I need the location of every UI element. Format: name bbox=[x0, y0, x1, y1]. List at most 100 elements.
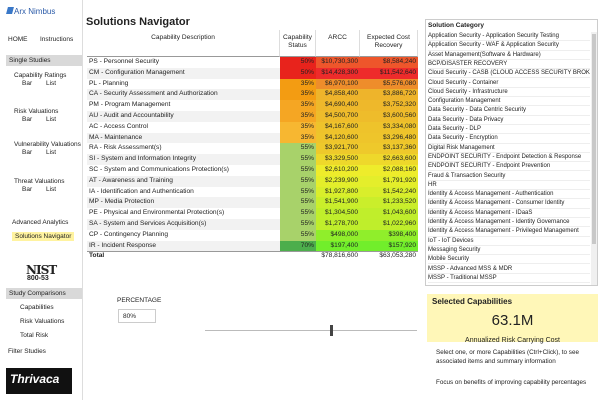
cost-recovery: $157,920 bbox=[360, 240, 418, 252]
nav-link[interactable]: Bar bbox=[22, 80, 33, 87]
capability: SA - System and Services Acquisition(s) bbox=[89, 220, 207, 227]
arcc: $4,120,600 bbox=[316, 132, 360, 144]
nav-link[interactable]: List bbox=[46, 186, 57, 193]
list-item[interactable]: Cloud Security - Infrastructure bbox=[428, 88, 590, 98]
list-item[interactable]: ENDPOINT SECURITY - Endpoint Prevention bbox=[428, 162, 590, 172]
arcc: $6,970,100 bbox=[316, 78, 360, 90]
list-item[interactable]: Mobile Security bbox=[428, 255, 590, 265]
slider-track[interactable] bbox=[205, 330, 417, 331]
list-item[interactable]: Messaging Security bbox=[428, 246, 590, 256]
list-item[interactable]: HR bbox=[428, 181, 590, 191]
nav-link[interactable]: Bar bbox=[22, 186, 33, 193]
table-row[interactable] bbox=[87, 132, 418, 144]
nav-link[interactable]: HOME bbox=[8, 36, 28, 43]
section[interactable]: Study Comparisons bbox=[6, 288, 82, 299]
status: 35% bbox=[280, 78, 316, 90]
table-row[interactable] bbox=[87, 154, 418, 165]
capability: SI - System and Information Integrity bbox=[89, 155, 197, 163]
selected-caption: Annualized Risk Carrying Cost bbox=[465, 337, 560, 344]
list-item[interactable]: Data Security - Encryption bbox=[428, 134, 590, 144]
list-item[interactable]: Data Security - Data Centric Security bbox=[428, 106, 590, 116]
list-item[interactable]: IoT - IoT Devices bbox=[428, 237, 590, 246]
arcc: $1,927,800 bbox=[316, 186, 360, 198]
table-row[interactable] bbox=[87, 197, 418, 209]
nav-link[interactable]: Bar bbox=[22, 116, 33, 123]
logo: Arx Nimbus bbox=[14, 7, 56, 16]
list-item[interactable]: MSSP - Traditional MSSP bbox=[428, 274, 590, 284]
nav-link[interactable]: Advanced Analytics bbox=[12, 219, 69, 226]
capability: MA - Maintenance bbox=[89, 133, 143, 141]
status: 35% bbox=[280, 132, 316, 144]
table-row[interactable] bbox=[87, 57, 418, 68]
nav-link[interactable]: Filter Studies bbox=[8, 348, 46, 355]
status: 55% bbox=[280, 219, 316, 230]
nav-link[interactable]: Risk Valuations bbox=[20, 318, 65, 325]
list-item[interactable]: BCP/DISASTER RECOVERY bbox=[428, 60, 590, 70]
status: 55% bbox=[280, 186, 316, 198]
list-item[interactable]: Digital Risk Management bbox=[428, 144, 590, 153]
list-item[interactable]: ENDPOINT SECURITY - Endpoint Detection &… bbox=[428, 153, 590, 163]
nav-link[interactable]: Instructions bbox=[40, 36, 74, 43]
list-item[interactable]: Asset Management(Software & Hardware) bbox=[428, 51, 590, 60]
list-item[interactable]: Identity & Access Management - Authentic… bbox=[428, 190, 590, 200]
capability: SC - System and Communications Protectio… bbox=[89, 166, 229, 173]
list-item[interactable]: Identity & Access Management - IDaaS bbox=[428, 209, 590, 218]
list-item[interactable]: MSSP - Advanced MSS & MDR bbox=[428, 265, 590, 274]
cost-recovery: $3,600,560 bbox=[360, 111, 418, 122]
list-item[interactable]: Data Security - DLP bbox=[428, 125, 590, 135]
scrollbar-thumb[interactable] bbox=[592, 34, 596, 244]
column-header: Capability Status bbox=[280, 30, 316, 57]
nav-link[interactable]: List bbox=[46, 116, 57, 123]
nav-group: Risk Valuations bbox=[14, 108, 59, 115]
nav-link[interactable]: Bar bbox=[22, 149, 33, 156]
list-item[interactable]: Fraud & Transaction Security bbox=[428, 172, 590, 181]
list-item[interactable]: Cloud Security - Container bbox=[428, 79, 590, 88]
nav-link[interactable]: Capabilities bbox=[20, 304, 54, 311]
brand-logo: Thrivaca bbox=[6, 368, 72, 394]
nav-link[interactable]: Total Risk bbox=[20, 332, 49, 339]
table-row[interactable] bbox=[87, 165, 418, 176]
table-row[interactable] bbox=[87, 67, 418, 79]
selected-title: Selected Capabilities bbox=[432, 297, 513, 306]
cost-recovery: $398,400 bbox=[360, 229, 418, 241]
list-item[interactable]: Configuration Management bbox=[428, 97, 590, 107]
table-row[interactable] bbox=[87, 121, 418, 133]
selected-value: 63.1M bbox=[491, 312, 534, 329]
arcc: $14,428,300 bbox=[316, 67, 360, 79]
nav-link[interactable]: Solutions Navigator bbox=[12, 232, 75, 241]
column-header: ARCC bbox=[316, 30, 360, 57]
capability: AC - Access Control bbox=[89, 122, 148, 130]
table-row[interactable] bbox=[87, 219, 418, 230]
list-item[interactable]: Identity & Access Management - Privilege… bbox=[428, 227, 590, 237]
arcc: $3,329,500 bbox=[316, 154, 360, 165]
table-row[interactable] bbox=[87, 78, 418, 90]
table-row[interactable] bbox=[87, 240, 418, 252]
list-item[interactable]: Data Security - Data Privacy bbox=[428, 116, 590, 125]
list-item[interactable]: Application Security - Application Secur… bbox=[428, 32, 590, 42]
slider-thumb[interactable] bbox=[330, 325, 333, 336]
status: 50% bbox=[280, 67, 316, 79]
table-row[interactable] bbox=[87, 208, 418, 219]
total-cell: $63,053,280 bbox=[379, 252, 416, 260]
table-row[interactable] bbox=[87, 186, 418, 198]
list-item[interactable]: Identity & Access Management - Consumer … bbox=[428, 199, 590, 209]
percentage-input[interactable]: 80% bbox=[118, 309, 156, 323]
arcc: $197,400 bbox=[316, 240, 360, 252]
table-row[interactable] bbox=[87, 100, 418, 111]
selected-note: Select one, or more Capabilities (Ctrl+C… bbox=[436, 349, 579, 365]
table-row[interactable] bbox=[87, 89, 418, 101]
cost-recovery: $1,542,240 bbox=[360, 186, 418, 198]
list-item[interactable]: Cloud Security - CASB (CLOUD ACCESS SECU… bbox=[428, 69, 590, 79]
table-row[interactable] bbox=[87, 111, 418, 122]
arcc: $2,610,200 bbox=[316, 165, 360, 176]
table-row[interactable] bbox=[87, 143, 418, 155]
category-list[interactable]: Solution Category Application Security - … bbox=[425, 19, 598, 286]
list-item[interactable]: Identity & Access Management - Identity … bbox=[428, 218, 590, 228]
nav-link[interactable]: List bbox=[46, 149, 57, 156]
section[interactable]: Single Studies bbox=[6, 55, 82, 66]
cost-recovery: $3,886,720 bbox=[360, 89, 418, 101]
table-row[interactable] bbox=[87, 175, 418, 187]
nav-link[interactable]: List bbox=[46, 80, 57, 87]
list-item[interactable]: Application Security - WAF & Application… bbox=[428, 41, 590, 51]
table-row[interactable] bbox=[87, 229, 418, 241]
